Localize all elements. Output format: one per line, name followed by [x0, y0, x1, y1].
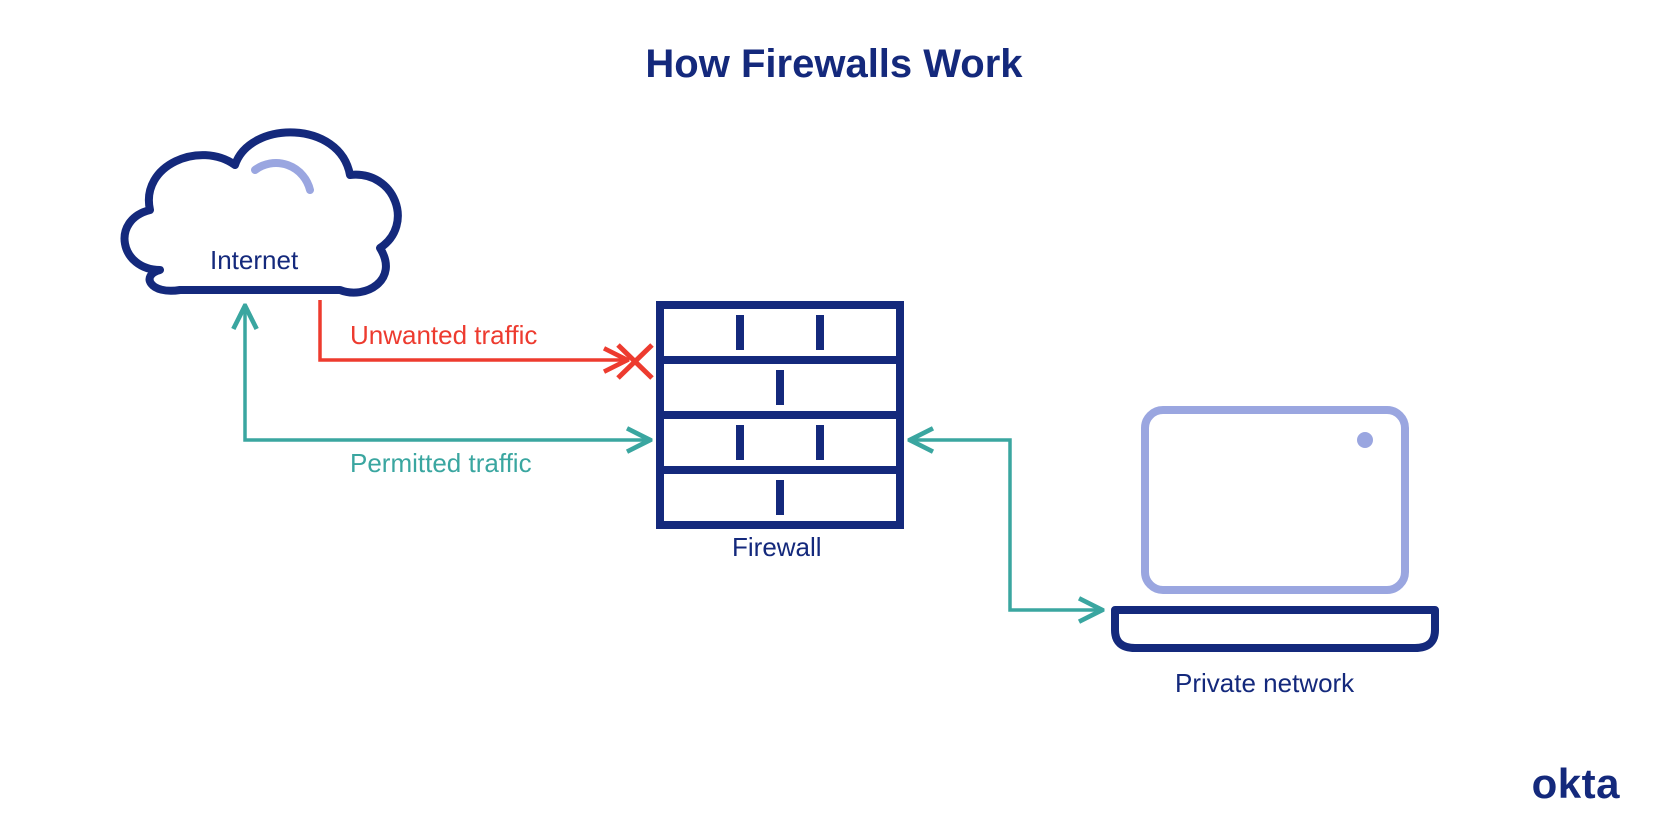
laptop-icon	[1115, 410, 1435, 648]
okta-logo: okta	[1532, 760, 1620, 808]
firewall-label: Firewall	[732, 532, 822, 563]
firewall-icon	[660, 305, 900, 525]
flow-permitted-right	[912, 440, 1100, 610]
firewall-diagram	[0, 0, 1668, 834]
unwanted-traffic-label: Unwanted traffic	[350, 320, 537, 351]
permitted-traffic-label: Permitted traffic	[350, 448, 532, 479]
private-network-label: Private network	[1175, 668, 1354, 699]
internet-label: Internet	[210, 245, 298, 276]
